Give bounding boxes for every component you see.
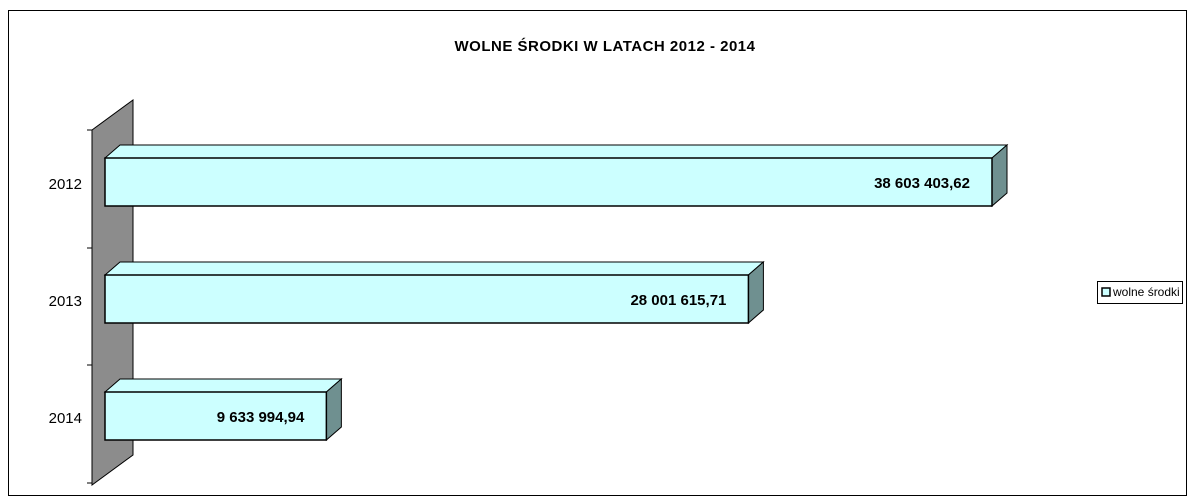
bar <box>104 391 328 441</box>
y-tick-label: 2012 <box>49 176 82 193</box>
bar-top <box>103 261 765 276</box>
data-label: 38 603 403,62 <box>874 175 970 192</box>
legend-swatch <box>1101 287 1111 297</box>
y-tick-label: 2014 <box>49 410 82 427</box>
bar-top <box>103 378 343 393</box>
data-label: 28 001 615,71 <box>630 292 726 309</box>
bar <box>104 157 993 207</box>
bar <box>104 274 750 324</box>
legend-label: wolne środki <box>1112 285 1180 299</box>
y-tick-label: 2013 <box>49 293 82 310</box>
data-label: 9 633 994,94 <box>217 409 305 426</box>
chart-title: WOLNE ŚRODKI W LATACH 2012 - 2014 <box>455 37 756 55</box>
bar-top <box>103 144 1009 159</box>
legend-box <box>1097 281 1183 304</box>
